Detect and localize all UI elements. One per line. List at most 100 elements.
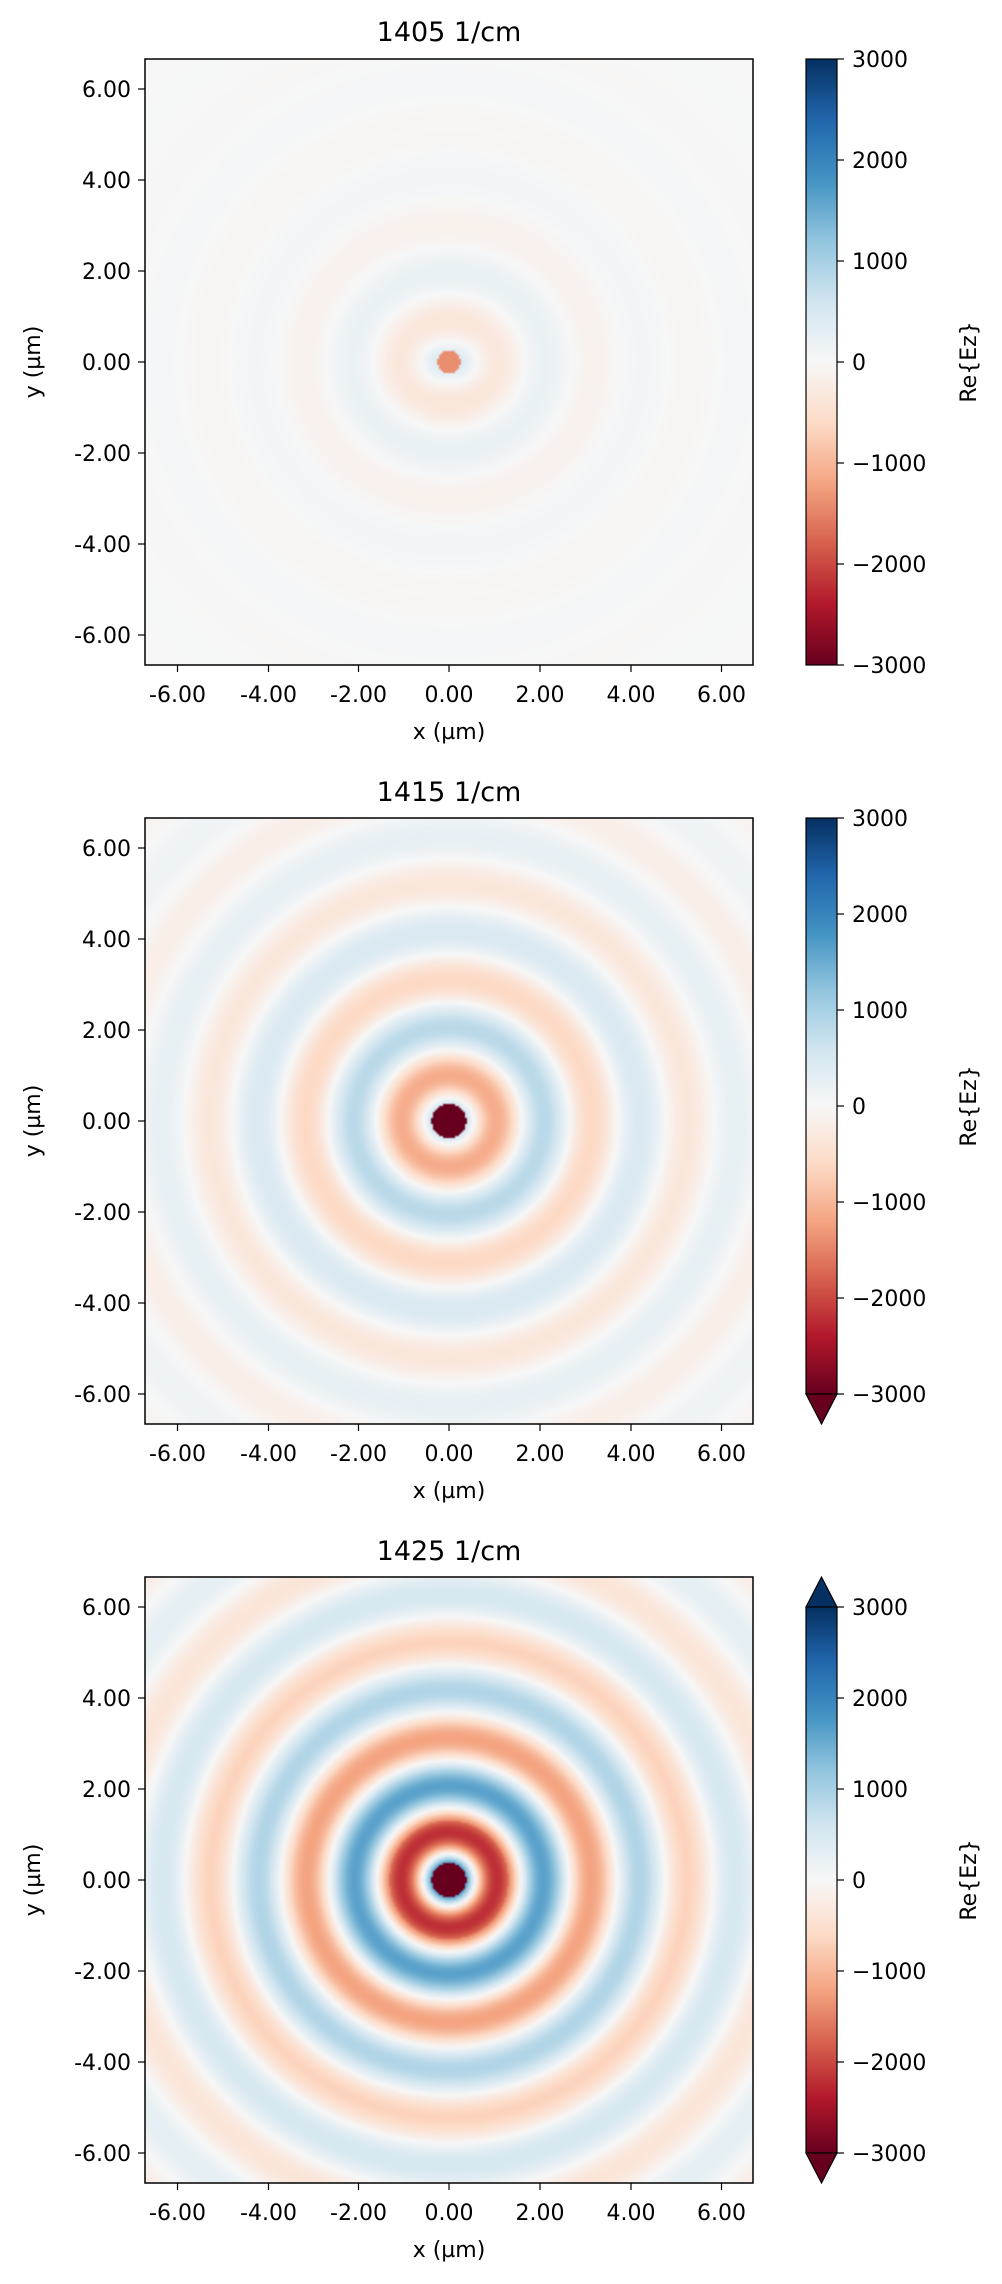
x-axis-label: x (µm) bbox=[413, 720, 486, 745]
colorbar-ticks: 3000 2000 1000 0 −1000 −2000 −3000 bbox=[837, 48, 926, 679]
field-heatmap bbox=[145, 59, 753, 665]
y-tick-label: 6.00 bbox=[82, 1596, 131, 1621]
x-tick-label: -2.00 bbox=[330, 1442, 387, 1467]
colorbar-tick-label: 2000 bbox=[852, 149, 908, 174]
x-tick-label: 0.00 bbox=[425, 1442, 474, 1467]
colorbar-tick-label: −1000 bbox=[852, 452, 926, 477]
y-tick-label: 0.00 bbox=[82, 351, 131, 376]
panel-title: 1415 1/cm bbox=[377, 777, 522, 808]
x-tick-label: 0.00 bbox=[425, 683, 474, 708]
colorbar-label: Re{Ez} bbox=[957, 321, 982, 402]
x-tick-label: -6.00 bbox=[149, 1442, 206, 1467]
colorbar-tick-label: 1000 bbox=[852, 999, 908, 1024]
colorbar-ticks: 3000 2000 1000 0 −1000 −2000 −3000 bbox=[837, 807, 926, 1408]
colorbar-tick-label: 1000 bbox=[852, 1778, 908, 1803]
y-tick-label: 4.00 bbox=[82, 928, 131, 953]
colorbar-tick-label: 0 bbox=[852, 1095, 866, 1120]
field-heatmap bbox=[145, 818, 753, 1424]
y-tick-label: 4.00 bbox=[82, 1687, 131, 1712]
x-tick-label: -2.00 bbox=[330, 2201, 387, 2226]
colorbar-tick-label: 3000 bbox=[852, 1596, 908, 1621]
x-tick-label: -6.00 bbox=[149, 683, 206, 708]
colorbar-tick-label: −2000 bbox=[852, 1287, 926, 1312]
y-axis-ticks: 6.00 4.00 2.00 0.00 -2.00 -4.00 -6.00 bbox=[74, 837, 145, 1408]
x-tick-label: -4.00 bbox=[240, 683, 297, 708]
x-axis-label: x (µm) bbox=[413, 2238, 486, 2263]
y-tick-label: 6.00 bbox=[82, 837, 131, 862]
colorbar-tick-label: 0 bbox=[852, 1869, 866, 1894]
colorbar: 3000 2000 1000 0 −1000 −2000 −3000 Re{Ez… bbox=[805, 807, 982, 1426]
y-tick-label: 0.00 bbox=[82, 1110, 131, 1135]
x-tick-label: 4.00 bbox=[607, 683, 656, 708]
y-axis-ticks: 6.00 4.00 2.00 0.00 -2.00 -4.00 -6.00 bbox=[74, 1596, 145, 2167]
colorbar-gradient bbox=[805, 817, 838, 1395]
colorbar-tick-label: −3000 bbox=[852, 654, 926, 679]
colorbar-tick-label: 3000 bbox=[852, 807, 908, 832]
x-tick-label: 6.00 bbox=[697, 1442, 746, 1467]
field-heatmap bbox=[145, 1577, 753, 2183]
y-tick-label: 6.00 bbox=[82, 78, 131, 103]
colorbar-tick-label: −3000 bbox=[852, 1383, 926, 1408]
colorbar-tick-label: 1000 bbox=[852, 250, 908, 275]
colorbar-ticks: 3000 2000 1000 0 −1000 −2000 −3000 bbox=[837, 1596, 926, 2167]
y-tick-label: -2.00 bbox=[74, 1201, 131, 1226]
y-tick-label: -2.00 bbox=[74, 442, 131, 467]
y-tick-label: -6.00 bbox=[74, 1383, 131, 1408]
x-tick-label: 6.00 bbox=[697, 683, 746, 708]
colorbar-tick-label: −2000 bbox=[852, 553, 926, 578]
x-axis-ticks: -6.00 -4.00 -2.00 0.00 2.00 4.00 6.00 bbox=[149, 2183, 746, 2226]
y-axis-ticks: 6.00 4.00 2.00 0.00 -2.00 -4.00 -6.00 bbox=[74, 78, 145, 649]
panel-1425: 1425 1/cm -6.00 -4.00 -2.00 0.00 2.00 4.… bbox=[21, 1536, 982, 2263]
y-tick-label: -6.00 bbox=[74, 624, 131, 649]
panel-1405: 1405 1/cm -6.00 -4.00 -2.00 0.00 2.00 4.… bbox=[21, 17, 982, 745]
y-axis-label: y (µm) bbox=[21, 326, 46, 399]
x-tick-label: 6.00 bbox=[697, 2201, 746, 2226]
y-axis-label: y (µm) bbox=[21, 1844, 46, 1917]
x-tick-label: 2.00 bbox=[516, 683, 565, 708]
x-tick-label: 2.00 bbox=[516, 2201, 565, 2226]
colorbar-label: Re{Ez} bbox=[957, 1839, 982, 1920]
y-axis-label: y (µm) bbox=[21, 1085, 46, 1158]
x-tick-label: 4.00 bbox=[607, 2201, 656, 2226]
y-tick-label: -2.00 bbox=[74, 1960, 131, 1985]
x-tick-label: 0.00 bbox=[425, 2201, 474, 2226]
y-tick-label: 0.00 bbox=[82, 1869, 131, 1894]
colorbar-tick-label: 3000 bbox=[852, 48, 908, 73]
y-tick-label: -4.00 bbox=[74, 533, 131, 558]
colorbar-tick-label: 2000 bbox=[852, 903, 908, 928]
colorbar-extend-min bbox=[805, 1393, 838, 1426]
colorbar: 3000 2000 1000 0 −1000 −2000 −3000 Re{Ez… bbox=[805, 1575, 982, 2185]
colorbar-tick-label: 0 bbox=[852, 351, 866, 376]
x-axis-label: x (µm) bbox=[413, 1479, 486, 1504]
x-tick-label: -6.00 bbox=[149, 2201, 206, 2226]
y-tick-label: 4.00 bbox=[82, 169, 131, 194]
y-tick-label: 2.00 bbox=[82, 1778, 131, 1803]
colorbar-tick-label: −1000 bbox=[852, 1191, 926, 1216]
panel-title: 1405 1/cm bbox=[377, 17, 522, 48]
panel-title: 1425 1/cm bbox=[377, 1536, 522, 1567]
x-tick-label: 2.00 bbox=[516, 1442, 565, 1467]
x-tick-label: -4.00 bbox=[240, 2201, 297, 2226]
x-tick-label: 4.00 bbox=[607, 1442, 656, 1467]
colorbar-gradient bbox=[805, 1606, 838, 2154]
colorbar-tick-label: −2000 bbox=[852, 2051, 926, 2076]
panel-1415: 1415 1/cm -6.00 -4.00 -2.00 0.00 2.00 4.… bbox=[21, 777, 982, 1504]
colorbar-tick-label: −3000 bbox=[852, 2142, 926, 2167]
colorbar-extend-min bbox=[805, 2152, 838, 2185]
colorbar-gradient bbox=[805, 58, 838, 666]
y-tick-label: -6.00 bbox=[74, 2142, 131, 2167]
y-tick-label: 2.00 bbox=[82, 1019, 131, 1044]
y-tick-label: -4.00 bbox=[74, 1292, 131, 1317]
x-axis-ticks: -6.00 -4.00 -2.00 0.00 2.00 4.00 6.00 bbox=[149, 1424, 746, 1467]
x-tick-label: -4.00 bbox=[240, 1442, 297, 1467]
y-tick-label: 2.00 bbox=[82, 260, 131, 285]
colorbar-extend-max bbox=[805, 1575, 838, 1608]
y-tick-label: -4.00 bbox=[74, 2051, 131, 2076]
colorbar-tick-label: −1000 bbox=[852, 1960, 926, 1985]
colorbar: 3000 2000 1000 0 −1000 −2000 −3000 Re{Ez… bbox=[805, 48, 982, 679]
colorbar-label: Re{Ez} bbox=[957, 1065, 982, 1146]
x-axis-ticks: -6.00 -4.00 -2.00 0.00 2.00 4.00 6.00 bbox=[149, 665, 746, 708]
x-tick-label: -2.00 bbox=[330, 683, 387, 708]
colorbar-tick-label: 2000 bbox=[852, 1687, 908, 1712]
